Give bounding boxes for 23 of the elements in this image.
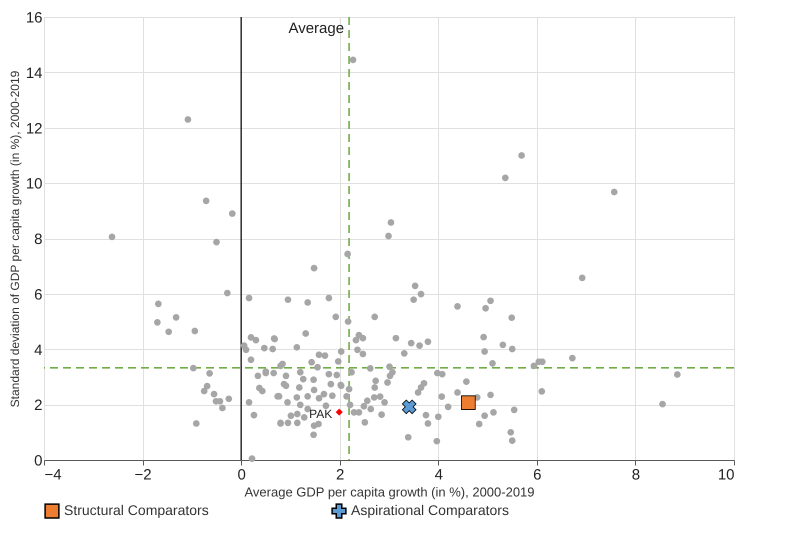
y-tick-label: 4 xyxy=(34,342,42,359)
x-tick-label: 4 xyxy=(434,466,443,484)
y-tick-label: 14 xyxy=(26,64,42,82)
y-tick-label: 2 xyxy=(34,397,42,414)
x-tick-label: 2 xyxy=(336,466,344,484)
legend-label: Structural Comparators xyxy=(64,502,209,518)
x-tick-label: 10 xyxy=(718,466,734,484)
x-tick-label: 8 xyxy=(632,466,640,484)
y-tick-label: 12 xyxy=(26,120,42,138)
x-axis-title: Average GDP per capita growth (in %), 2000-2019 xyxy=(244,484,535,500)
annotation: PAK xyxy=(309,407,332,422)
ref-line-label: Average xyxy=(288,20,344,37)
x-tick-label: 6 xyxy=(533,466,542,484)
y-tick-label: 10 xyxy=(26,176,42,193)
x-tick-label: −2 xyxy=(134,466,152,484)
y-tick-label: 0 xyxy=(34,452,42,470)
x-tick-label: 0 xyxy=(237,466,246,484)
y-tick-label: 6 xyxy=(34,286,42,304)
y-tick-label: 8 xyxy=(34,231,42,248)
y-axis-title: Standard deviation of GDP per capita growth (in %), 2000-2019 xyxy=(8,70,22,408)
y-tick-label: 16 xyxy=(26,10,42,26)
x-tick-label: −4 xyxy=(44,466,62,484)
legend-label: Aspirational Comparators xyxy=(351,502,509,518)
